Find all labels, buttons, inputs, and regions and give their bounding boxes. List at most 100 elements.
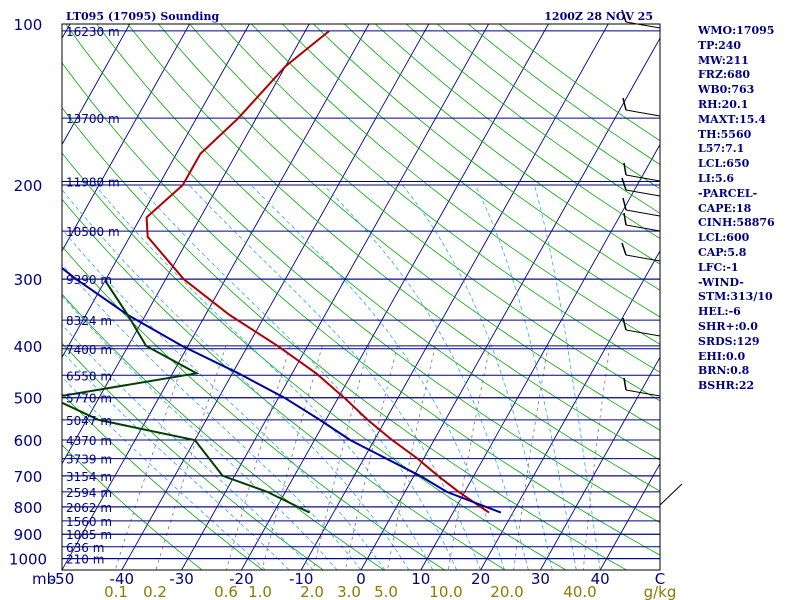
height-level-label: 636 m [66, 541, 104, 555]
isotherm [62, 24, 71, 40]
height-level-label: 5770 m [66, 392, 112, 406]
sounding-traces [62, 30, 502, 514]
dry-adiabat [313, 24, 660, 291]
wind-barb-icon [621, 242, 661, 262]
index-item: CAP:5.8 [698, 245, 747, 259]
dry-adiabat [251, 24, 660, 345]
isobars [61, 23, 661, 571]
pressure-tick-label: 800 [14, 499, 43, 517]
height-level-label: 2062 m [66, 501, 112, 515]
moist-adiabat [137, 184, 458, 570]
mixing-ratio-unit: g/kg [644, 583, 677, 600]
index-item: LI:5.6 [698, 171, 735, 185]
index-item: RH:20.1 [698, 97, 749, 111]
wind-barb-icon [622, 197, 661, 217]
index-item: HEL:-6 [698, 305, 741, 319]
dry-adiabat [62, 293, 385, 570]
temperature-tick-label: -10 [289, 570, 314, 588]
height-level-label: 9390 m [66, 273, 112, 287]
isotherm [121, 24, 430, 570]
height-level-label: 1560 m [66, 515, 112, 529]
mixing-ratio-label: 40.0 [563, 583, 596, 600]
moist-adiabat [94, 184, 434, 570]
height-level-label: 2594 m [66, 486, 112, 500]
height-level-label: 5047 m [66, 414, 112, 428]
temperature-tick-label: 10 [411, 570, 430, 588]
height-level-label: 10580 m [66, 225, 120, 239]
mixing-ratio-line [155, 345, 227, 570]
dry-adiabat [220, 24, 660, 373]
temperature-tick-label: -30 [169, 570, 194, 588]
isotherm [480, 250, 660, 570]
index-item: BRN:0.8 [698, 364, 750, 378]
dry-adiabat [62, 198, 506, 570]
mixing-ratio-label: 2.0 [300, 583, 324, 600]
index-item: EHI:0.0 [698, 349, 746, 363]
dry-adiabat [189, 24, 660, 402]
mixing-ratio-label: 5.0 [374, 583, 398, 600]
index-item: LCL:650 [698, 157, 750, 171]
dry-adiabat [344, 24, 660, 265]
temperature-tick-label: 0 [356, 570, 366, 588]
temperature-tick-label: C [655, 570, 665, 588]
dry-adiabat [62, 106, 627, 570]
moist-adiabat [534, 184, 601, 570]
mixing-ratio-line [261, 345, 323, 570]
index-item: LFC:-1 [698, 260, 739, 274]
mixing-ratio-label: 10.0 [429, 583, 462, 600]
mixing-ratio-label: 3.0 [337, 583, 361, 600]
index-item: TP:240 [698, 38, 742, 52]
isotherm [599, 462, 660, 570]
mixing-ratio-line [344, 345, 398, 570]
wind-barb-icon [621, 177, 661, 197]
pressure-tick-label: 1000 [9, 551, 47, 569]
pressure-tick-label: 500 [14, 390, 43, 408]
wind-barb-icon [623, 162, 661, 182]
isotherm [62, 24, 131, 146]
index-item: SHR+:0.0 [698, 319, 758, 333]
pressure-tick-label: 300 [14, 271, 43, 289]
pressure-tick-label: 100 [14, 16, 43, 34]
valid-time: 1200Z 28 NOV 25 [544, 10, 653, 23]
temperature-tick-label: 30 [531, 570, 550, 588]
height-level-label: 7400 m [66, 343, 112, 357]
dewpoint-trace [62, 280, 311, 514]
temperature-trace [145, 30, 490, 514]
wind-barb-icon [623, 377, 661, 397]
height-level-label: 210 m [66, 553, 104, 567]
isotherm [540, 356, 660, 570]
mixing-ratio-label: 0.1 [104, 583, 128, 600]
index-item: MAXT:15.4 [698, 112, 766, 126]
dry-adiabat [62, 245, 445, 570]
pressure-unit-label: mb [32, 570, 56, 588]
wind-barb-icon [623, 212, 661, 232]
sounding-indices: WMO:17095 TP:240 MW:211 FRZ:680 WB0:763 RH:20… [698, 24, 798, 394]
dry-adiabat [65, 24, 660, 524]
moist-adiabat [250, 184, 505, 570]
dry-adiabat [62, 152, 567, 570]
mixing-ratio-label: 0.6 [214, 583, 238, 600]
height-level-label: 16230 m [66, 25, 120, 39]
index-item: -WIND- [698, 275, 744, 289]
height-level-label: 13700 m [66, 112, 120, 126]
index-item: TH:5560 [698, 127, 752, 141]
isotherm [420, 143, 660, 570]
height-level-label: 1085 m [66, 528, 112, 542]
index-item: L57:7.1 [698, 142, 745, 156]
moist-adiabat [62, 376, 266, 570]
isotherm [62, 24, 250, 359]
index-item: MW:211 [698, 53, 749, 67]
wind-barbs [621, 9, 683, 506]
dry-adiabat [62, 62, 660, 556]
isotherm [241, 24, 549, 570]
isotherm [0, 24, 10, 570]
temperature-tick-label: 20 [471, 570, 490, 588]
mixing-ratio-label: 1.0 [248, 583, 272, 600]
chart-title: LT095 (17095) Sounding [66, 10, 219, 23]
index-item: -PARCEL- [698, 186, 758, 200]
pressure-tick-label: 700 [14, 468, 43, 486]
wind-barb-icon [622, 317, 661, 337]
index-item: WMO:17095 [698, 24, 775, 37]
index-item: SRDS:129 [698, 334, 760, 348]
